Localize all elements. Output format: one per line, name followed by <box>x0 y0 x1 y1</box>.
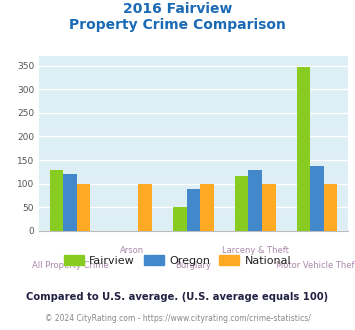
Legend: Fairview, Oregon, National: Fairview, Oregon, National <box>59 250 296 270</box>
Bar <box>138 184 152 231</box>
Bar <box>262 184 275 231</box>
Text: Arson: Arson <box>120 246 144 255</box>
Bar <box>77 184 90 231</box>
Bar <box>50 171 63 231</box>
Bar <box>310 166 324 231</box>
Text: Compared to U.S. average. (U.S. average equals 100): Compared to U.S. average. (U.S. average … <box>26 292 329 302</box>
Text: Larceny & Theft: Larceny & Theft <box>222 246 289 255</box>
Text: Motor Vehicle Theft: Motor Vehicle Theft <box>276 261 355 270</box>
Text: Burglary: Burglary <box>175 261 212 270</box>
Bar <box>63 174 77 231</box>
Bar <box>173 207 187 231</box>
Bar <box>187 189 200 231</box>
Text: © 2024 CityRating.com - https://www.cityrating.com/crime-statistics/: © 2024 CityRating.com - https://www.city… <box>45 314 310 323</box>
Bar <box>324 184 337 231</box>
Bar <box>297 67 310 231</box>
Bar <box>235 176 248 231</box>
Bar <box>200 184 214 231</box>
Text: 2016 Fairview: 2016 Fairview <box>123 2 232 16</box>
Text: Property Crime Comparison: Property Crime Comparison <box>69 18 286 32</box>
Bar <box>248 170 262 231</box>
Text: All Property Crime: All Property Crime <box>32 261 108 270</box>
